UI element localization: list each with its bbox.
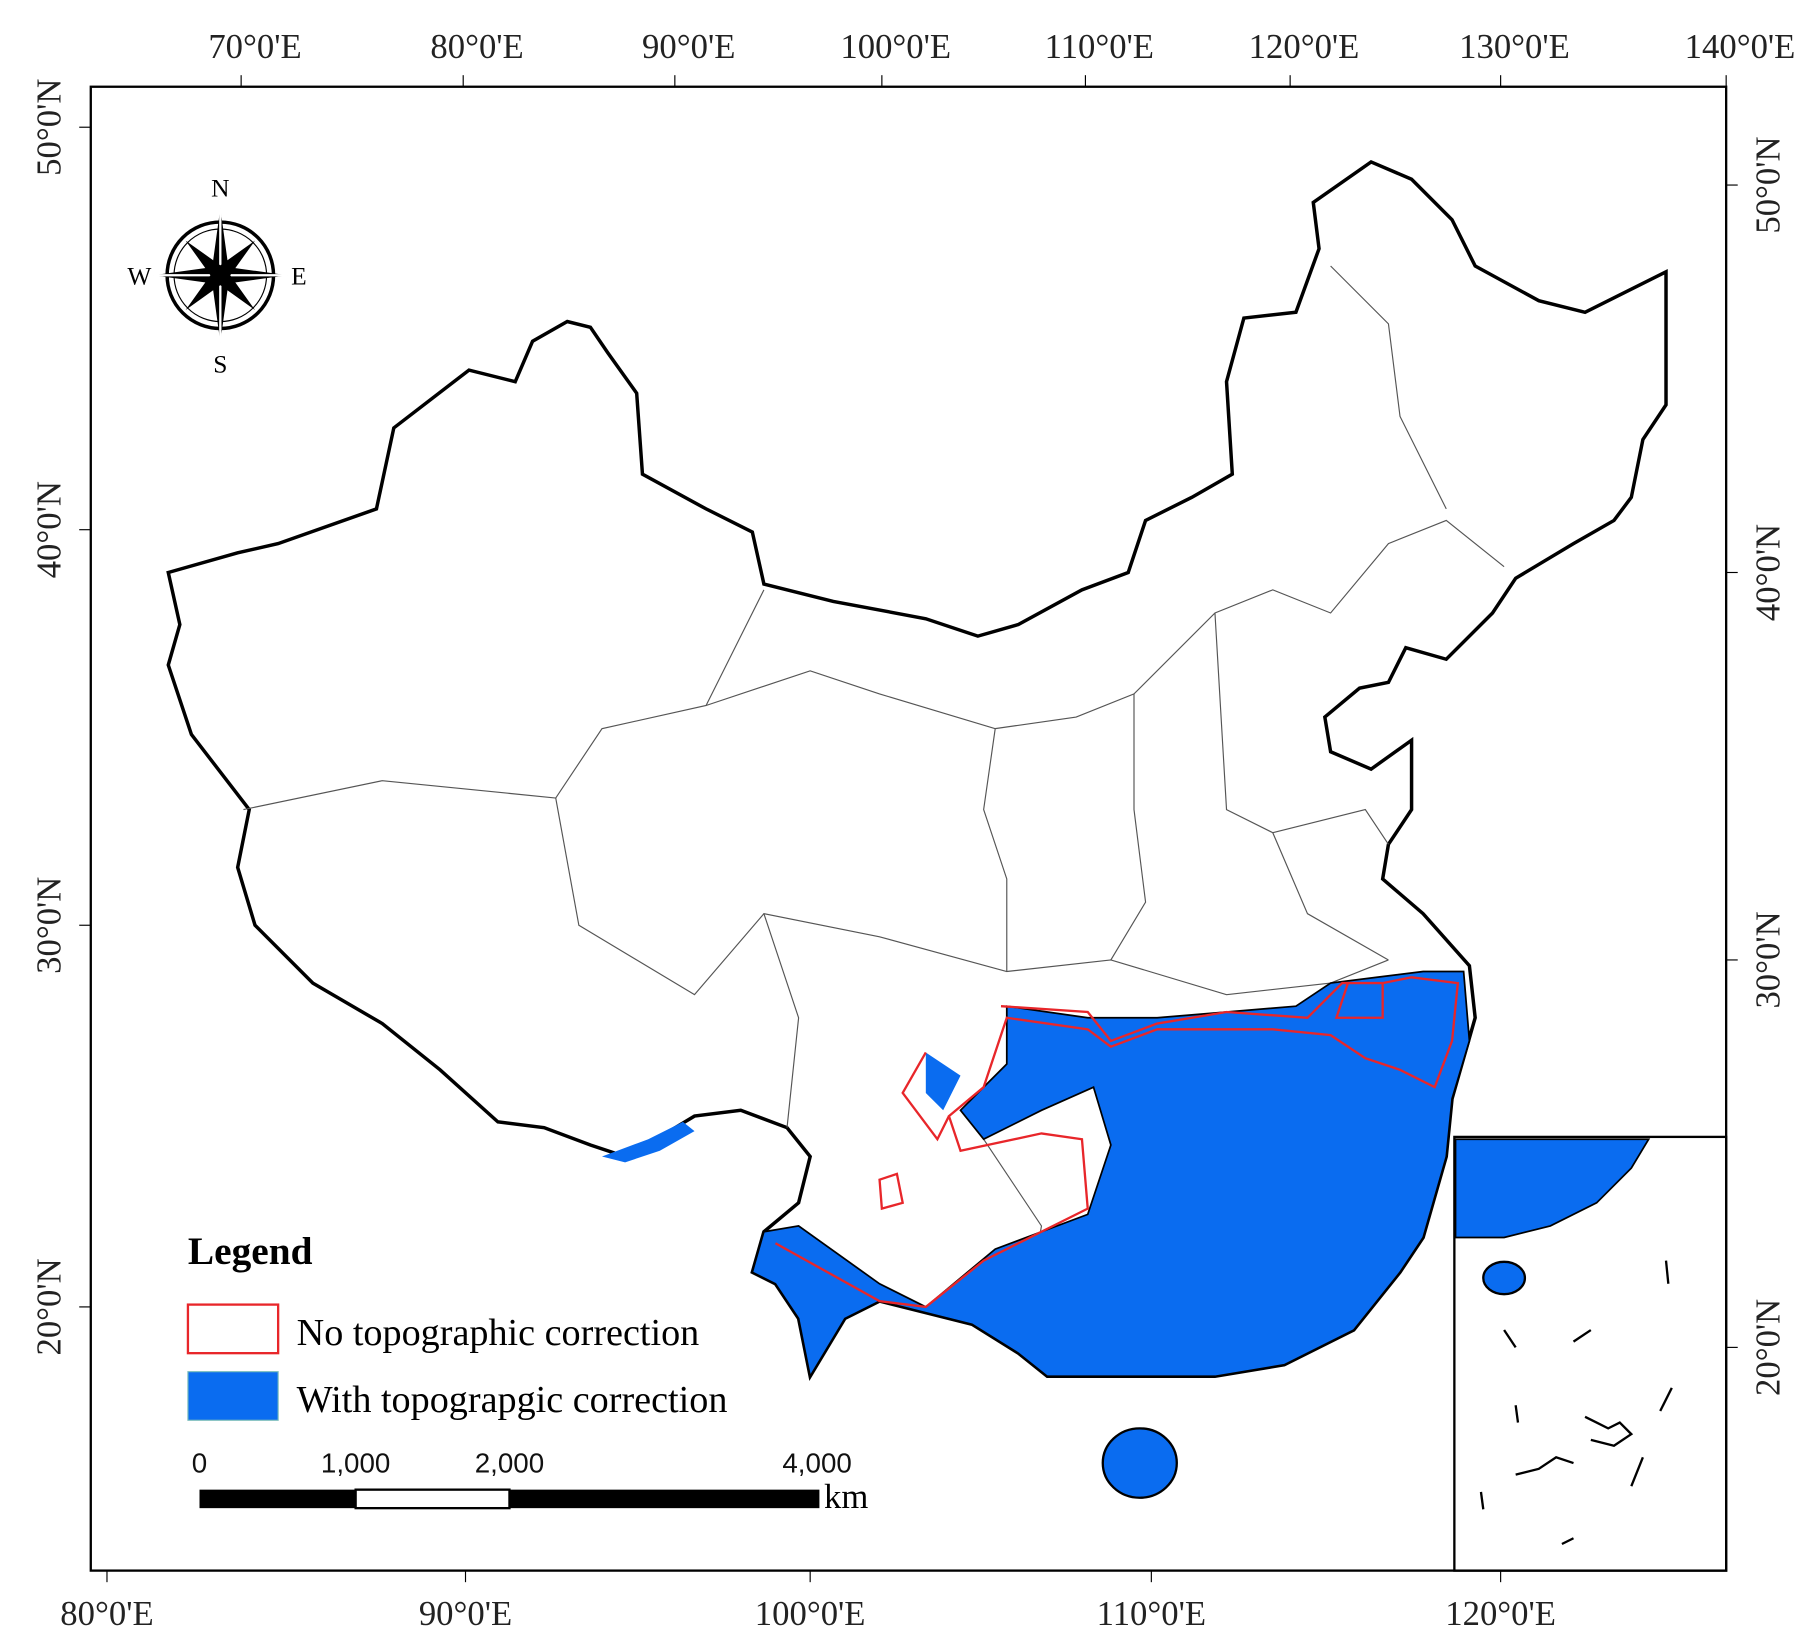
uncorrected-outline [774,976,1460,1309]
corrected-area [751,970,1471,1379]
scale-label: 1,000 [321,1447,390,1478]
bottom-axis-label: 100°0'E [755,1594,866,1633]
legend-swatch-red [186,1303,280,1355]
compass: N S W E [127,174,306,379]
right-axis-label: 40°0'N [1748,524,1787,621]
right-axis-label: 50°0'N [1748,136,1787,233]
hainan [1101,1427,1178,1499]
right-axis-label: 30°0'N [1748,911,1787,1008]
compass-s: S [213,349,227,378]
top-axis-label: 70°0'E [208,27,301,66]
top-axis-label: 100°0'E [840,27,951,66]
compass-n: N [211,174,229,203]
top-axis-label: 140°0'E [1685,27,1796,66]
scale-unit: km [824,1477,868,1516]
legend-item: No topographic correction [297,1312,700,1354]
compass-w: W [127,262,151,291]
top-axis-label: 90°0'E [642,27,735,66]
top-axis-label: 120°0'E [1249,27,1360,66]
inset-island [1482,1260,1527,1296]
left-axis-label: 30°0'N [30,877,69,974]
scale-bar: 0 1,000 2,000 4,000 km [192,1447,869,1516]
left-axis-label: 40°0'N [30,481,69,578]
inset-area [1454,1138,1651,1239]
corrected-area-west [601,1052,961,1163]
graticule: 70°0'E 80°0'E 90°0'E 100°0'E 110°0'E 120°0'E 1… [30,27,1796,1633]
scale-label: 2,000 [475,1447,544,1478]
right-axis-label: 20°0'N [1748,1299,1787,1396]
top-axis-label: 110°0'E [1045,27,1154,66]
left-axis-label: 50°0'N [30,79,69,176]
map-body [166,159,1668,1499]
compass-e: E [291,262,307,291]
legend: Legend No topographic correction With to… [186,1229,728,1421]
inset-islands [1479,1260,1673,1546]
bottom-axis-label: 110°0'E [1097,1594,1206,1633]
legend-item: With topograpgic correction [297,1379,728,1421]
legend-title: Legend [188,1229,313,1273]
inset [1453,1135,1728,1572]
top-axis-label: 130°0'E [1459,27,1570,66]
top-axis-label: 80°0'E [430,27,523,66]
legend-swatch-blue [187,1371,279,1421]
left-axis-label: 20°0'N [30,1258,69,1355]
scale-label: 4,000 [782,1447,851,1478]
bottom-axis-label: 120°0'E [1445,1594,1556,1633]
bottom-axis-label: 80°0'E [60,1594,153,1633]
bottom-axis-label: 90°0'E [419,1594,512,1633]
scale-label: 0 [192,1447,207,1478]
